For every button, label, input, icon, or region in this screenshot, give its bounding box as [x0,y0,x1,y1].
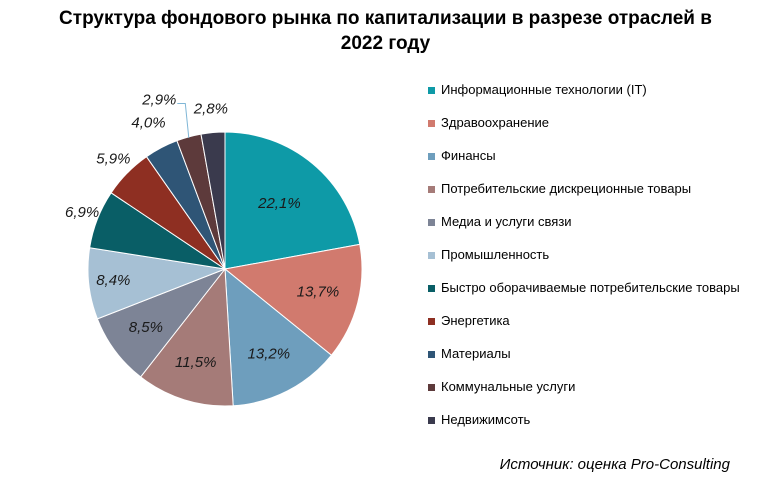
legend-label: Материалы [441,346,511,361]
legend-item: Потребительские дискреционные товары [428,181,758,214]
legend-label: Финансы [441,148,496,163]
legend-label: Коммунальные услуги [441,379,576,394]
data-label: 8,5% [129,319,163,336]
legend: Информационные технологии (IT) Здравоохра… [428,82,758,445]
leader-line [177,103,190,138]
data-label: 8,4% [96,272,130,289]
data-label: 2,8% [193,100,228,117]
legend-label: Потребительские дискреционные товары [441,181,692,196]
data-label: 6,9% [65,204,99,221]
data-label: 22,1% [257,195,301,212]
legend-label: Медиа и услуги связи [441,214,572,229]
pie-slice [224,131,361,270]
data-label: 11,5% [175,354,216,371]
data-label: 2,9% [141,91,176,108]
legend-item: Медиа и услуги связи [428,214,758,247]
legend-item: Информационные технологии (IT) [428,82,758,115]
legend-swatch [428,120,435,127]
legend-swatch [428,186,435,193]
legend-item: Энергетика [428,313,758,346]
legend-swatch [428,252,435,259]
data-label: 5,9% [96,151,130,168]
pie-slice [200,131,226,270]
legend-swatch [428,384,435,391]
data-labels: 22,1% 13,7% 13,2% 11,5% 8,5% 8,4% 6,9% 5,9% 4,0%… [65,91,339,371]
legend-item: Материалы [428,346,758,379]
legend-item: Недвижимсоть [428,412,758,445]
pie-slice [223,243,363,356]
legend-item: Финансы [428,148,758,181]
legend-swatch [428,285,435,292]
legend-label: Быстро оборачиваемые потребительские тов… [441,280,740,295]
chart-title-line-1: Структура фондового рынка по капитализац… [59,8,712,29]
legend-item: Коммунальные услуги [428,379,758,412]
legend-swatch [428,219,435,226]
pie-slices [87,131,363,407]
legend-swatch [428,318,435,325]
leader-lines [177,103,190,138]
legend-swatch [428,153,435,160]
legend-item: Промышленность [428,247,758,280]
chart-title: Структура фондового рынка по капитализац… [0,6,771,56]
legend-item: Быстро оборачиваемые потребительские тов… [428,280,758,313]
legend-item: Здравоохранение [428,115,758,148]
legend-swatch [428,87,435,94]
legend-label: Здравоохранение [441,115,550,130]
pie-slice [139,267,234,407]
legend-label: Промышленность [441,247,550,262]
legend-swatch [428,417,435,424]
data-label: 4,0% [131,114,165,131]
legend-swatch [428,351,435,358]
chart-title-line-2: 2022 году [340,33,431,54]
data-label: 13,2% [248,345,291,362]
pie-slice [224,267,333,407]
data-label: 13,7% [297,284,340,301]
legend-label: Энергетика [441,313,510,328]
legend-label: Информационные технологии (IT) [441,82,647,97]
source-note: Источник: оценка Pro-Consulting [499,456,730,473]
legend-label: Недвижимсоть [441,412,531,427]
